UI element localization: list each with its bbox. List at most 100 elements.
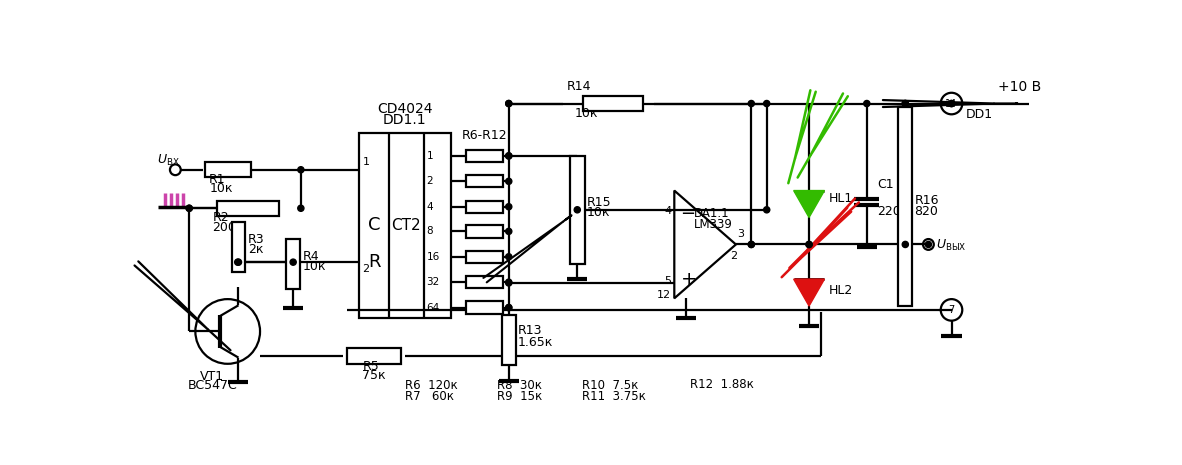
Text: R5: R5 <box>363 360 379 373</box>
Circle shape <box>806 241 812 247</box>
Circle shape <box>290 259 297 265</box>
Bar <box>502 315 515 365</box>
Text: LM339: LM339 <box>694 218 733 231</box>
Text: 2: 2 <box>363 265 370 274</box>
Bar <box>232 222 246 272</box>
Circle shape <box>506 100 512 106</box>
Text: 1: 1 <box>427 151 433 161</box>
Text: 1: 1 <box>363 158 370 167</box>
Text: 75к: 75к <box>363 369 387 382</box>
Circle shape <box>864 100 870 106</box>
Circle shape <box>186 205 193 211</box>
Text: +10 В: +10 В <box>998 80 1041 94</box>
Circle shape <box>506 279 512 285</box>
Bar <box>467 301 504 314</box>
Circle shape <box>186 205 193 211</box>
Circle shape <box>506 228 512 234</box>
Text: R11  3.75к: R11 3.75к <box>582 390 645 403</box>
Text: 12: 12 <box>657 290 671 299</box>
Text: R2: R2 <box>213 211 229 224</box>
Text: R15: R15 <box>586 196 611 209</box>
Circle shape <box>506 178 512 185</box>
Bar <box>204 162 251 178</box>
Text: R12  1.88к: R12 1.88к <box>690 378 754 391</box>
Circle shape <box>948 100 955 106</box>
Circle shape <box>506 153 512 159</box>
Circle shape <box>574 207 580 213</box>
Circle shape <box>298 166 304 173</box>
Bar <box>286 239 300 289</box>
Circle shape <box>506 204 512 210</box>
Circle shape <box>506 280 512 286</box>
Text: R: R <box>368 253 381 271</box>
Circle shape <box>902 100 909 106</box>
Text: R6  120к: R6 120к <box>404 379 457 392</box>
Text: BC547C: BC547C <box>188 379 238 392</box>
Bar <box>467 175 504 187</box>
Circle shape <box>926 241 931 247</box>
Bar <box>570 156 585 264</box>
Polygon shape <box>793 279 825 306</box>
Text: −: − <box>681 205 695 223</box>
Circle shape <box>748 241 754 247</box>
Text: R4: R4 <box>303 250 319 263</box>
Text: R14: R14 <box>566 80 591 93</box>
Circle shape <box>748 241 754 247</box>
Circle shape <box>948 100 955 106</box>
Bar <box>358 133 452 318</box>
Text: 10к: 10к <box>209 182 233 195</box>
Bar <box>467 150 504 162</box>
Text: 2к: 2к <box>248 243 264 256</box>
Bar <box>467 276 504 288</box>
Text: 64: 64 <box>427 303 440 312</box>
Circle shape <box>506 305 512 311</box>
Text: DD1: DD1 <box>966 108 993 121</box>
Text: HL1: HL1 <box>829 192 852 205</box>
Text: 16: 16 <box>427 252 440 262</box>
Text: C1: C1 <box>877 178 895 191</box>
Circle shape <box>235 259 241 265</box>
Text: R3: R3 <box>248 232 265 246</box>
Text: VT1: VT1 <box>200 370 225 383</box>
Bar <box>348 348 401 364</box>
Text: 10к: 10к <box>574 106 598 120</box>
Text: 10к: 10к <box>586 206 610 219</box>
Text: DA1.1: DA1.1 <box>694 207 729 220</box>
Text: R6-R12: R6-R12 <box>462 129 508 142</box>
Circle shape <box>902 241 909 247</box>
Circle shape <box>506 100 512 106</box>
Text: 2: 2 <box>729 251 736 260</box>
Text: R10  7.5к: R10 7.5к <box>582 379 638 392</box>
Text: 820: 820 <box>915 205 939 218</box>
Text: $U_{\rm BX}$: $U_{\rm BX}$ <box>157 153 180 168</box>
Text: R9  15к: R9 15к <box>498 390 543 403</box>
Text: 32: 32 <box>427 277 440 287</box>
Circle shape <box>235 259 241 265</box>
Circle shape <box>764 207 769 213</box>
Text: R8  30к: R8 30к <box>498 379 543 392</box>
Text: 200к: 200к <box>213 220 243 233</box>
Text: 8: 8 <box>427 226 433 236</box>
Text: 4: 4 <box>427 202 433 212</box>
Bar <box>467 225 504 238</box>
Polygon shape <box>793 191 825 218</box>
Text: R16: R16 <box>915 194 939 207</box>
Text: C: C <box>368 216 381 234</box>
Text: +: + <box>681 270 697 289</box>
Text: DD1.1: DD1.1 <box>383 113 427 126</box>
Bar <box>583 96 643 111</box>
Text: R1: R1 <box>209 173 226 186</box>
Text: R13: R13 <box>518 324 543 337</box>
Circle shape <box>506 153 512 159</box>
Text: CT2: CT2 <box>391 218 421 232</box>
Text: 5: 5 <box>664 276 671 286</box>
Bar <box>467 200 504 213</box>
Text: 1.65к: 1.65к <box>518 336 553 349</box>
Text: CD4024: CD4024 <box>377 102 433 116</box>
Text: HL2: HL2 <box>829 284 852 297</box>
Circle shape <box>764 100 769 106</box>
Circle shape <box>806 241 812 247</box>
Text: R7   60к: R7 60к <box>404 390 454 403</box>
Circle shape <box>748 100 754 106</box>
Circle shape <box>506 254 512 260</box>
